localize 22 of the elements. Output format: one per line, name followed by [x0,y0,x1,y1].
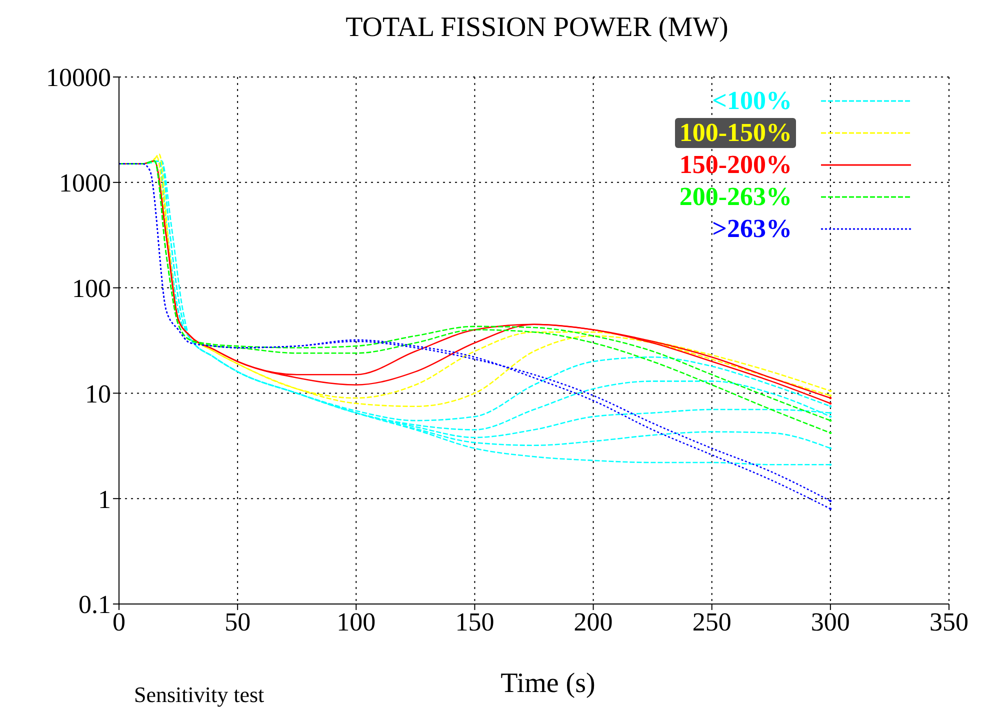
y-tick-label: 1 [98,484,111,514]
x-tick-label: 0 [112,607,126,636]
x-tick-label: 150 [455,607,494,636]
x-tick-label: 250 [692,607,732,636]
legend-label: 100-150% [675,118,796,148]
x-tick-label: 350 [930,607,968,636]
y-tick-label: 100 [72,274,111,304]
y-tick-label: 1000 [59,168,111,198]
y-tick-label: 10000 [46,63,111,92]
x-tick-label: 200 [574,607,613,636]
chart-title: TOTAL FISSION POWER (MW) [344,11,730,45]
y-tick-label: 10 [85,379,111,408]
y-tick-label: 0.1 [78,590,111,620]
legend-label: >263% [711,214,793,244]
x-tick-label: 100 [336,607,376,636]
legend-label: 200-263% [678,182,793,212]
text: Sensitivity test [134,682,264,708]
legend-label: <100% [711,86,793,116]
x-tick-label: 50 [224,607,251,636]
x-axis-title: Time (s) [500,668,596,700]
x-tick-label: 300 [810,607,850,636]
legend-label: 150-200% [678,150,793,180]
